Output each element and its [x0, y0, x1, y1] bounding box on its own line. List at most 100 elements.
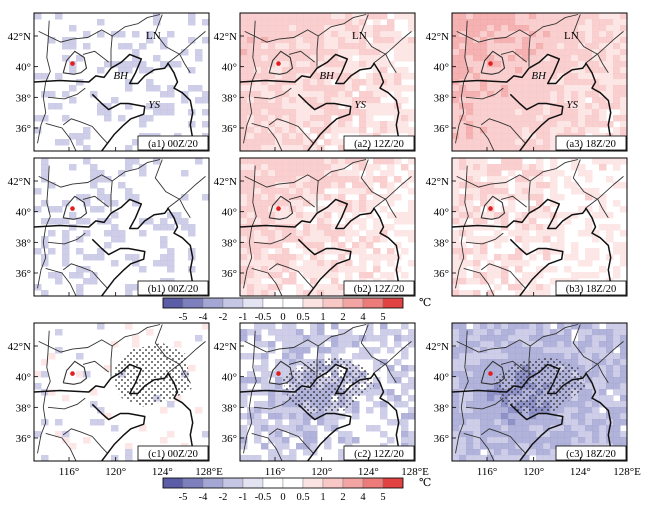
field-cell	[536, 194, 544, 201]
field-cell	[459, 218, 467, 225]
field-cell	[240, 329, 248, 336]
field-cell	[585, 37, 593, 44]
field-cell	[275, 212, 283, 219]
field-cell	[571, 407, 579, 414]
field-cell	[508, 329, 516, 336]
field-cell	[543, 437, 551, 444]
field-cell	[480, 443, 488, 450]
field-cell	[515, 248, 523, 255]
field-cell	[282, 425, 290, 432]
field-cell	[139, 121, 147, 128]
field-cell	[536, 67, 544, 74]
field-cell	[261, 371, 269, 378]
field-cell	[578, 91, 586, 98]
field-cell	[373, 103, 381, 110]
field-cell	[240, 55, 248, 62]
colorbar-segment	[162, 297, 184, 309]
field-cell	[303, 31, 311, 38]
field-cell	[331, 97, 339, 104]
field-cell	[401, 389, 409, 396]
field-cell	[380, 85, 388, 92]
field-cell	[466, 401, 474, 408]
field-cell	[331, 19, 339, 26]
field-cell	[324, 91, 332, 98]
field-cell	[515, 43, 523, 50]
field-cell	[466, 73, 474, 80]
colorbar-tick-label: 0	[280, 312, 285, 323]
field-cell	[522, 248, 530, 255]
field-cell	[41, 290, 49, 296]
field-cell	[466, 431, 474, 438]
field-cell	[240, 335, 248, 342]
field-cell	[289, 407, 297, 414]
field-cell	[303, 260, 311, 267]
field-cell	[585, 383, 593, 390]
field-cell	[466, 236, 474, 243]
field-cell	[550, 25, 558, 32]
field-cell	[240, 170, 248, 177]
field-cell	[303, 79, 311, 86]
field-cell	[613, 242, 621, 249]
field-cell	[324, 121, 332, 128]
field-cell	[571, 188, 579, 195]
field-cell	[501, 365, 509, 372]
field-cell	[373, 383, 381, 390]
province-border	[528, 180, 531, 212]
province-border	[288, 360, 315, 373]
field-cell	[536, 323, 544, 330]
field-cell	[459, 419, 467, 426]
field-cell	[394, 79, 402, 86]
field-cell	[296, 55, 304, 62]
field-cell	[296, 443, 304, 450]
province-border	[166, 176, 206, 209]
field-cell	[401, 383, 409, 390]
field-cell	[345, 49, 353, 56]
field-cell	[296, 266, 304, 273]
field-cell	[529, 61, 537, 68]
field-cell	[571, 248, 579, 255]
field-cell	[275, 272, 283, 279]
field-cell	[303, 347, 311, 354]
field-cell	[303, 242, 311, 249]
field-cell	[324, 158, 332, 165]
field-cell	[366, 242, 374, 249]
field-cell	[578, 260, 586, 267]
field-cell	[401, 413, 409, 420]
field-cell	[529, 323, 537, 330]
field-cell	[529, 290, 537, 296]
field-cell	[296, 194, 304, 201]
field-cell	[487, 236, 495, 243]
field-cell	[247, 13, 255, 20]
field-cell	[543, 109, 551, 116]
field-cell	[557, 437, 565, 444]
field-cell	[459, 91, 467, 98]
field-cell	[380, 413, 388, 420]
field-cell	[487, 419, 495, 426]
field-cell	[606, 85, 614, 92]
field-cell	[317, 353, 325, 360]
field-cell	[181, 97, 189, 104]
field-cell	[261, 139, 269, 146]
field-cell	[515, 347, 523, 354]
field-cell	[338, 55, 346, 62]
field-cell	[529, 145, 537, 151]
field-cell	[380, 254, 388, 261]
field-cell	[522, 419, 530, 426]
field-cell	[529, 278, 537, 285]
field-cell	[606, 323, 614, 330]
field-cell	[473, 407, 481, 414]
field-cell	[282, 347, 290, 354]
province-border	[110, 345, 113, 377]
field-cell	[564, 73, 572, 80]
field-cell	[282, 109, 290, 116]
field-cell	[585, 431, 593, 438]
colorbar-tick-label: 2	[340, 492, 345, 503]
field-cell	[240, 413, 248, 420]
map-field-b3	[452, 158, 627, 296]
province-border	[316, 35, 319, 67]
field-cell	[452, 127, 460, 134]
coastline-shandong	[509, 238, 564, 296]
field-cell	[564, 109, 572, 116]
field-cell	[452, 133, 460, 140]
